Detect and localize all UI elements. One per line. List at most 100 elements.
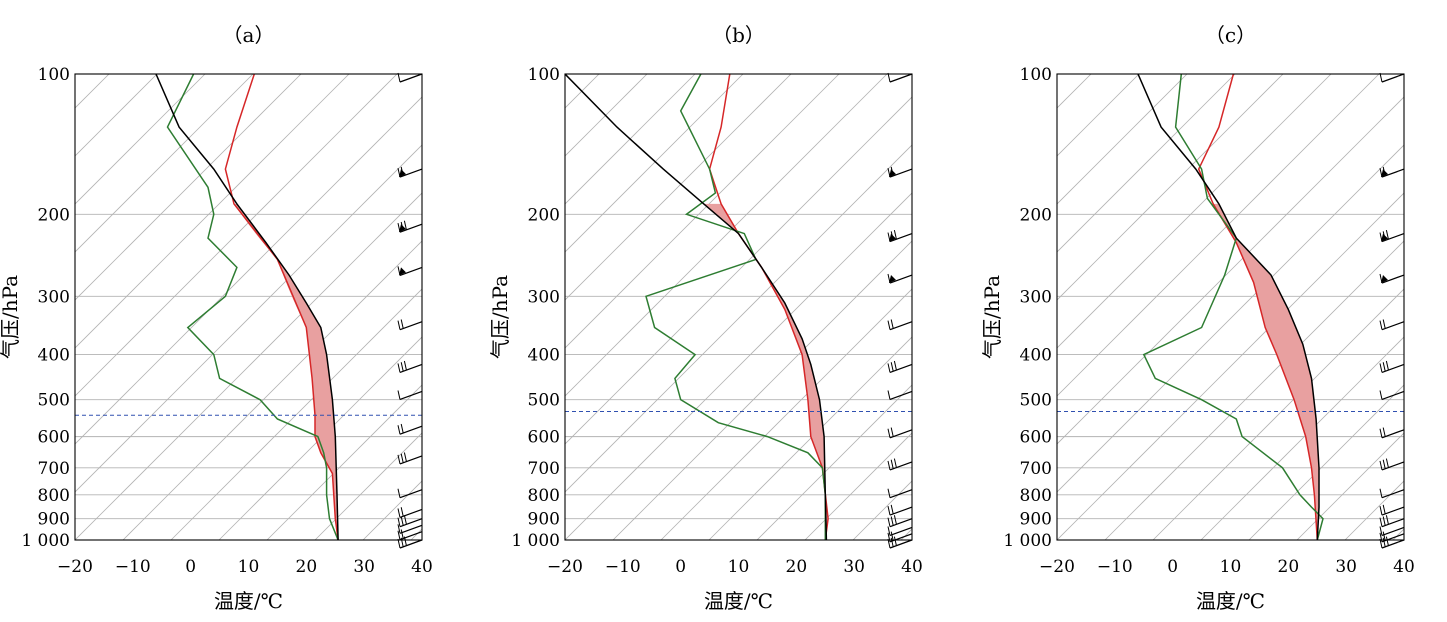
y-tick-label: 1 000 (21, 531, 70, 551)
y-tick-label: 600 (38, 428, 70, 448)
x-tick-label: 0 (185, 557, 196, 577)
skewed-isotherm (565, 144, 912, 493)
wind-barb (887, 504, 913, 516)
y-axis-label: 气压/hPa (0, 275, 22, 359)
wind-barb (1379, 427, 1405, 439)
wind-barb (887, 526, 913, 537)
x-tick-label: 30 (843, 557, 865, 577)
y-tick-label: 900 (528, 510, 560, 530)
skewed-isotherm (900, 528, 912, 540)
y-tick-label: 500 (528, 391, 560, 411)
y-tick-label: 1 000 (511, 531, 560, 551)
temperature-profile-line (1197, 74, 1319, 540)
skewed-isotherm (266, 384, 422, 540)
parcel-path-line (565, 74, 828, 540)
skewed-isotherm (75, 74, 302, 301)
wind-barb (887, 319, 913, 331)
cape-shading (1213, 203, 1319, 540)
skewed-isotherm (1057, 74, 1188, 205)
y-tick-label: 500 (1020, 391, 1052, 411)
wind-barb (887, 427, 913, 439)
y-tick-label: 300 (38, 287, 70, 307)
skewed-isotherm (122, 240, 422, 540)
y-tick-label: 1 000 (1003, 531, 1052, 551)
skewed-isotherm (565, 74, 648, 157)
y-tick-label: 600 (1020, 428, 1052, 448)
cape-shading (234, 203, 339, 540)
x-tick-label: 40 (411, 557, 433, 577)
x-axis-label: 温度/℃ (704, 589, 773, 613)
wind-barb (397, 507, 423, 519)
wind-barb (887, 390, 913, 401)
plot-frame (74, 73, 423, 541)
wind-barb (397, 423, 423, 435)
dewpoint-profile-line (1142, 74, 1324, 540)
skewed-isotherm (565, 74, 696, 205)
wind-barb (887, 230, 913, 243)
skewed-isotherm (852, 480, 912, 540)
skewed-isotherm (565, 74, 792, 301)
skewed-isotherm (314, 432, 422, 540)
y-tick-label: 300 (528, 287, 560, 307)
skewed-isotherm (1141, 20, 1447, 540)
skewed-isotherm (565, 74, 600, 109)
plot-frame (564, 73, 913, 541)
x-tick-label: 40 (901, 557, 923, 577)
y-tick-label: 100 (528, 65, 560, 85)
dewpoint-profile-line (645, 74, 827, 540)
skewed-isotherm (75, 74, 398, 397)
skewed-isotherm (1344, 480, 1404, 540)
y-tick-label: 300 (1020, 287, 1052, 307)
y-tick-label: 700 (528, 459, 560, 479)
skewed-isotherm (660, 288, 912, 540)
y-tick-label: 400 (38, 346, 70, 366)
y-tick-label: 700 (1020, 459, 1052, 479)
wind-barb (397, 452, 423, 465)
y-tick-label: 200 (1020, 205, 1052, 225)
x-tick-label: 20 (1278, 557, 1300, 577)
wind-barb (397, 488, 423, 499)
y-axis-label: 气压/hPa (488, 275, 512, 359)
x-tick-label: 40 (1393, 557, 1415, 577)
x-tick-label: 10 (1220, 557, 1242, 577)
wind-barb (887, 488, 913, 499)
wind-barb (1379, 273, 1405, 284)
skewed-isotherm (565, 74, 744, 253)
wind-barb (1379, 319, 1405, 331)
y-axis-label: 气压/hPa (980, 275, 1004, 359)
x-tick-label: −10 (115, 557, 151, 577)
y-tick-label: 800 (38, 486, 70, 506)
x-tick-label: −10 (1097, 557, 1133, 577)
wind-barb (1379, 526, 1405, 537)
plot-area (565, 20, 1447, 540)
wind-barb (1379, 458, 1405, 471)
skewed-isotherm (1296, 432, 1404, 540)
skewed-isotherm (75, 74, 110, 109)
y-tick-label: 400 (528, 346, 560, 366)
wind-barb (397, 529, 423, 541)
skewed-isotherm (1057, 74, 1380, 397)
y-tick-label: 100 (1020, 65, 1052, 85)
x-tick-label: −20 (57, 557, 93, 577)
skewed-isotherm (565, 96, 912, 445)
skewed-isotherm (756, 384, 912, 540)
skewed-isotherm (612, 240, 912, 540)
y-tick-label: 800 (1020, 486, 1052, 506)
skewed-isotherm (1057, 192, 1404, 540)
wind-barb (397, 360, 423, 373)
skewed-isotherm (75, 74, 158, 157)
panel-title: （c） (1205, 23, 1256, 47)
wind-barb (887, 360, 913, 373)
wind-barb (887, 166, 913, 178)
skewed-isotherm (75, 192, 422, 540)
skewed-isotherm (218, 336, 422, 540)
parcel-path-line (1137, 74, 1320, 540)
parcel-path-line (155, 74, 339, 540)
skewed-isotherm (1057, 74, 1332, 349)
skewed-isotherm (565, 192, 912, 540)
plot-frame (1056, 73, 1405, 541)
y-tick-label: 400 (1020, 346, 1052, 366)
